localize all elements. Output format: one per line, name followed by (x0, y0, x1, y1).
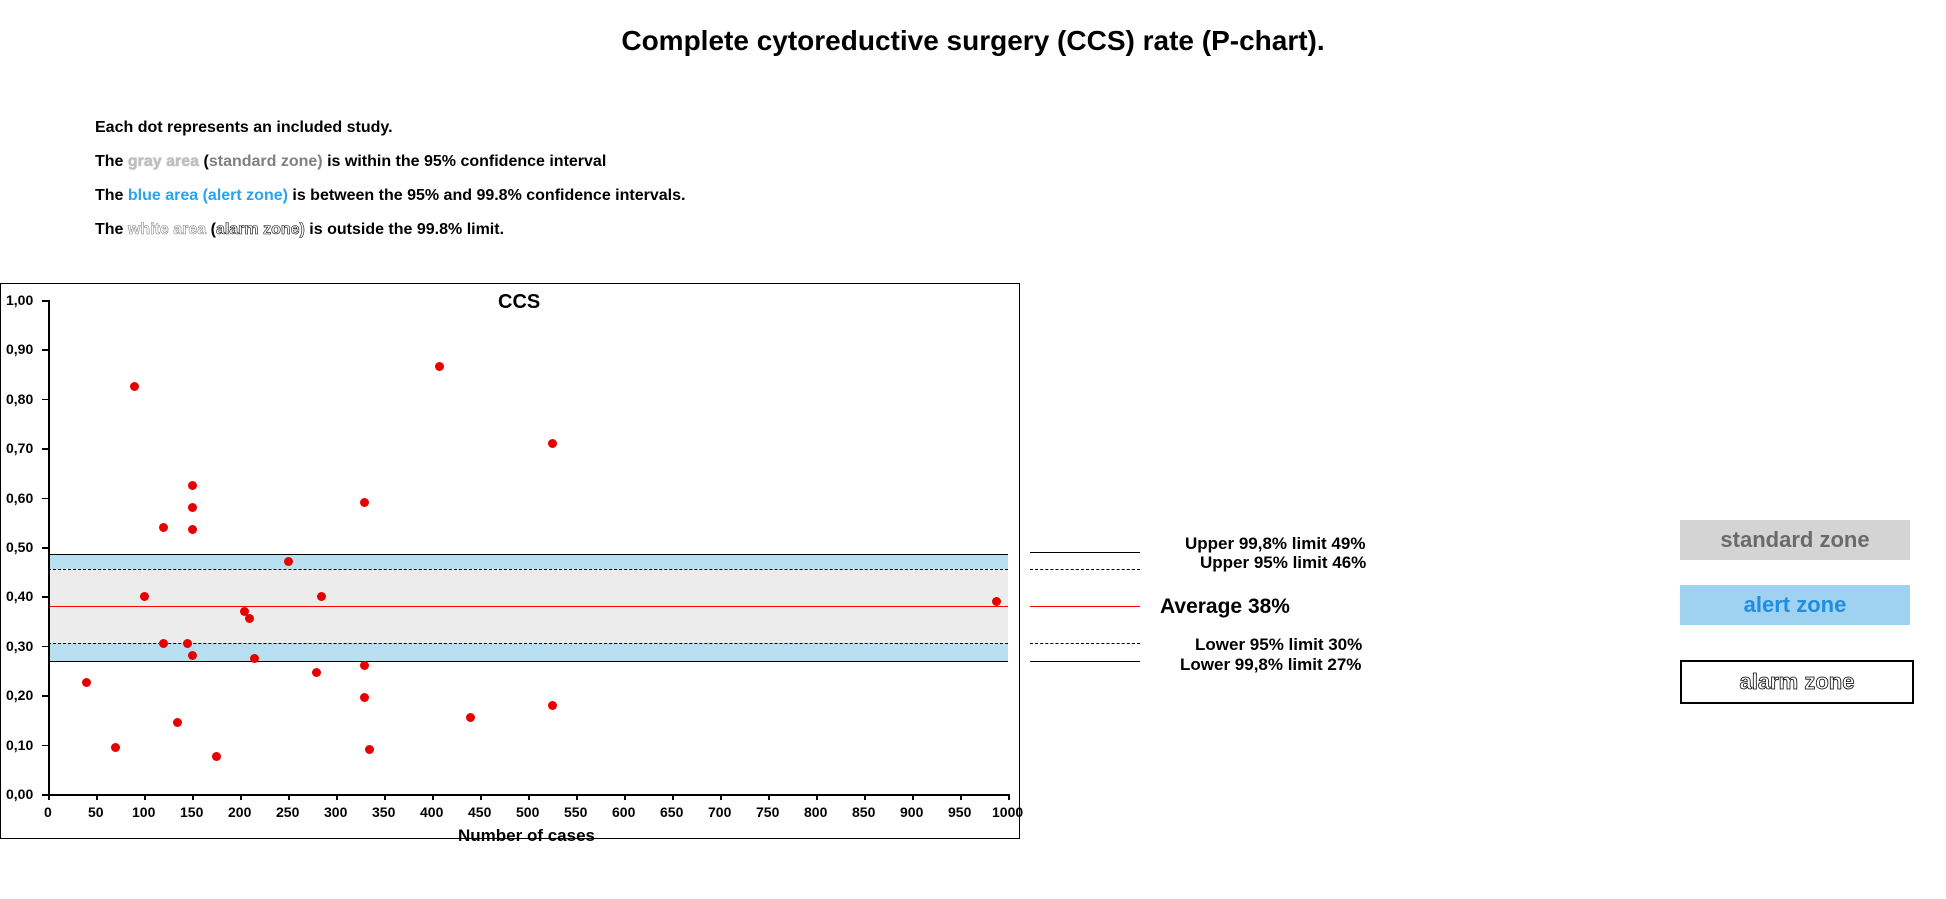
page-title: Complete cytoreductive surgery (CCS) rat… (0, 25, 1946, 57)
x-tick-label: 0 (44, 804, 52, 820)
x-tick-label: 900 (900, 804, 923, 820)
confidence-band (48, 554, 1008, 569)
y-tick-label: 0,00 (6, 786, 33, 802)
y-tick-label: 0,40 (6, 588, 33, 604)
y-tick-label: 0,50 (6, 539, 33, 555)
study-dot (365, 745, 374, 754)
study-dot (82, 678, 91, 687)
x-tick-label: 350 (372, 804, 395, 820)
desc-line-2: The gray area (standard zone) is within … (95, 153, 606, 171)
y-tick-label: 0,20 (6, 687, 33, 703)
study-dot (317, 592, 326, 601)
study-dot (284, 557, 293, 566)
x-tick-label: 450 (468, 804, 491, 820)
study-dot (140, 592, 149, 601)
y-tick-label: 0,70 (6, 440, 33, 456)
limit-annotation-label: Lower 95% limit 30% (1195, 635, 1362, 655)
x-tick-label: 600 (612, 804, 635, 820)
limit-annotation-label: Upper 95% limit 46% (1200, 553, 1366, 573)
x-tick-label: 500 (516, 804, 539, 820)
desc-line-4: The white area (alarm zone) is outside t… (95, 221, 504, 239)
study-dot (183, 639, 192, 648)
study-dot (992, 597, 1001, 606)
study-dot (159, 523, 168, 532)
study-dot (188, 481, 197, 490)
legend-alert-zone: alert zone (1680, 585, 1910, 625)
study-dot (188, 651, 197, 660)
y-tick-label: 0,30 (6, 638, 33, 654)
limit-line (48, 661, 1008, 662)
x-tick-label: 50 (88, 804, 104, 820)
limit-annotation-line (1030, 606, 1140, 607)
x-tick-label: 800 (804, 804, 827, 820)
x-tick-label: 250 (276, 804, 299, 820)
study-dot (250, 654, 259, 663)
plot-area (48, 300, 1008, 794)
study-dot (188, 525, 197, 534)
study-dot (548, 439, 557, 448)
limit-annotation-label: Average 38% (1160, 595, 1290, 619)
study-dot (188, 503, 197, 512)
limit-annotation-line (1030, 661, 1140, 662)
limit-annotation-line (1030, 552, 1140, 553)
desc-line-1: Each dot represents an included study. (95, 119, 393, 137)
desc-line-3: The blue area (alert zone) is between th… (95, 187, 685, 205)
limit-annotation-label: Upper 99,8% limit 49% (1185, 534, 1365, 554)
x-tick-label: 100 (132, 804, 155, 820)
x-tick-label: 150 (180, 804, 203, 820)
legend-standard-zone: standard zone (1680, 520, 1910, 560)
x-tick-label: 1000 (992, 804, 1023, 820)
limit-line (48, 643, 1008, 644)
study-dot (466, 713, 475, 722)
limit-annotation-line (1030, 643, 1140, 644)
study-dot (159, 639, 168, 648)
x-tick-label: 550 (564, 804, 587, 820)
study-dot (111, 743, 120, 752)
study-dot (360, 661, 369, 670)
y-tick-label: 1,00 (6, 292, 33, 308)
x-tick-label: 200 (228, 804, 251, 820)
limit-annotation-label: Lower 99,8% limit 27% (1180, 655, 1361, 675)
y-tick-label: 0,60 (6, 490, 33, 506)
x-tick-label: 950 (948, 804, 971, 820)
x-tick-label: 400 (420, 804, 443, 820)
x-tick-label: 300 (324, 804, 347, 820)
x-tick-label: 750 (756, 804, 779, 820)
limit-line (48, 606, 1008, 607)
limit-annotation-line (1030, 569, 1140, 570)
study-dot (312, 668, 321, 677)
study-dot (435, 362, 444, 371)
limit-line (48, 554, 1008, 555)
study-dot (212, 752, 221, 761)
legend-alarm-zone: alarm zone (1680, 660, 1914, 704)
limit-line (48, 569, 1008, 570)
study-dot (130, 382, 139, 391)
x-axis-title: Number of cases (458, 826, 595, 846)
y-tick-label: 0,10 (6, 737, 33, 753)
x-tick-label: 850 (852, 804, 875, 820)
y-tick-label: 0,80 (6, 391, 33, 407)
x-tick-label: 700 (708, 804, 731, 820)
study-dot (173, 718, 182, 727)
y-tick-label: 0,90 (6, 341, 33, 357)
x-tick-label: 650 (660, 804, 683, 820)
study-dot (548, 701, 557, 710)
study-dot (360, 498, 369, 507)
study-dot (360, 693, 369, 702)
